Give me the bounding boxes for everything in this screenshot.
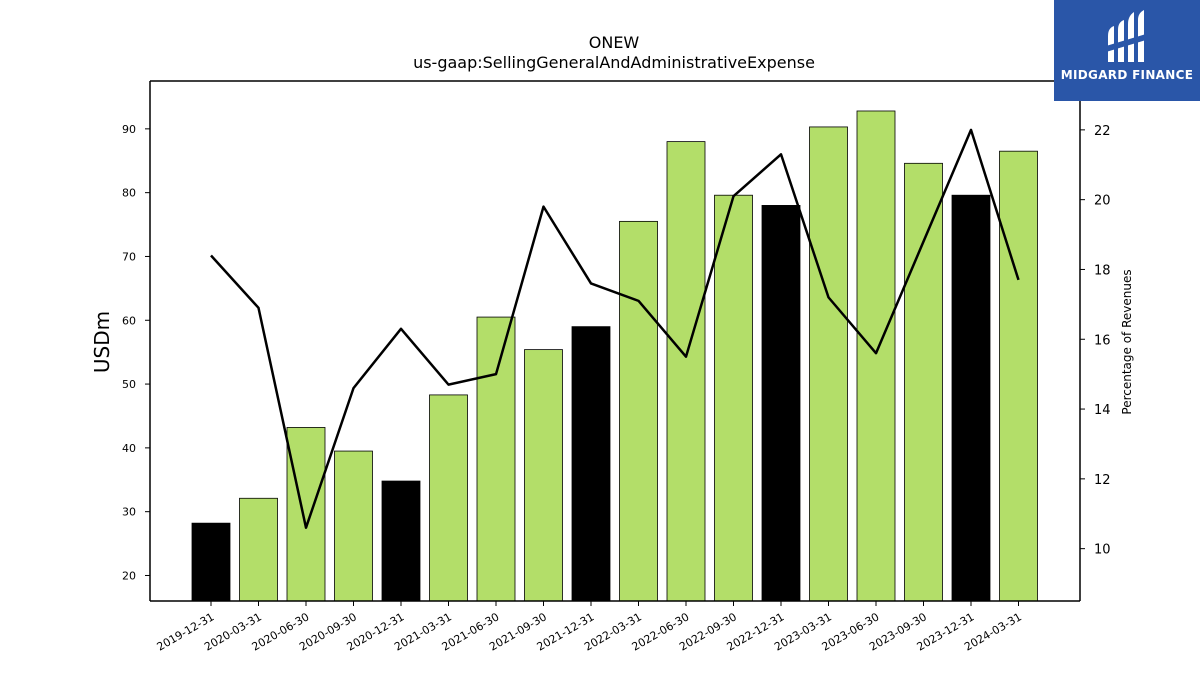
chart-subtitle: us-gaap:SellingGeneralAndAdministrativeE… <box>413 53 815 72</box>
y-tick-label: 90 <box>122 123 136 136</box>
y-tick-label: 80 <box>122 187 136 200</box>
y2-tick-label: 16 <box>1094 333 1111 348</box>
y2-tick-label: 12 <box>1094 473 1111 488</box>
axes <box>149 80 1081 602</box>
bar-2024-03-31 <box>999 150 1038 602</box>
y-tick-label: 40 <box>122 442 136 455</box>
line-group <box>210 128 1020 529</box>
logo: MIDGARD FINANCE <box>1054 0 1200 101</box>
bar-2023-12-31 <box>951 194 991 602</box>
bar-2021-06-30 <box>476 316 516 602</box>
bar-2021-09-30 <box>524 349 563 602</box>
y-axis-ticks: 20 30 40 50 60 70 80 90 <box>122 123 150 582</box>
y2-tick-label: 18 <box>1094 263 1111 278</box>
y-tick-label: 60 <box>122 314 136 327</box>
logo-text: MIDGARD FINANCE <box>1060 68 1194 82</box>
bar-2020-09-30 <box>334 450 373 602</box>
y-tick-label: 70 <box>122 250 136 263</box>
y2-tick-label: 20 <box>1094 194 1111 209</box>
bar-2023-09-30 <box>904 162 943 602</box>
x-axis-ticks: 2019-12-312020-03-312020-06-302020-09-30… <box>155 601 1024 654</box>
bar-2023-03-31 <box>809 126 848 602</box>
bar-2020-03-31 <box>239 497 278 602</box>
y-axis-label: USDm <box>90 311 114 373</box>
bar-2022-03-31 <box>619 220 658 602</box>
midgard-logo-icon <box>1106 10 1146 62</box>
bar-2019-12-31 <box>191 522 231 602</box>
bar-2020-06-30 <box>286 427 326 602</box>
bar-2021-12-31 <box>571 326 611 602</box>
y-tick-label: 20 <box>122 569 136 582</box>
bar-2022-06-30 <box>666 141 706 602</box>
y2-axis-ticks: 10 12 14 16 18 20 22 <box>1080 124 1111 558</box>
y2-tick-label: 22 <box>1094 124 1111 139</box>
bar-2020-12-31 <box>381 480 421 602</box>
y-tick-label: 50 <box>122 378 136 391</box>
y2-tick-label: 10 <box>1094 543 1111 558</box>
chart-title: ONEW <box>589 33 640 52</box>
bar-2023-06-30 <box>856 110 896 602</box>
y2-tick-label: 14 <box>1094 403 1111 418</box>
bar-group <box>191 110 1038 602</box>
y2-axis-label: Percentage of Revenues <box>1120 269 1134 414</box>
bar-2021-03-31 <box>429 394 468 602</box>
bar-2022-12-31 <box>761 205 801 602</box>
y-tick-label: 30 <box>122 506 136 519</box>
bar-2022-09-30 <box>714 194 753 602</box>
percentage-line <box>210 128 1020 529</box>
